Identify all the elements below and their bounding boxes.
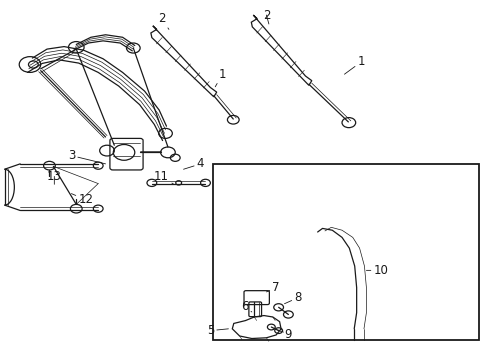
Text: 5: 5 — [206, 324, 228, 337]
Text: 13: 13 — [47, 170, 61, 184]
Bar — [212, 164, 478, 339]
Text: 3: 3 — [67, 149, 105, 164]
Text: 11: 11 — [154, 170, 173, 184]
Text: 2: 2 — [262, 9, 270, 24]
Text: 10: 10 — [366, 264, 387, 277]
Text: 1: 1 — [215, 68, 226, 87]
Text: 8: 8 — [284, 291, 301, 304]
Text: 6: 6 — [240, 300, 251, 313]
Text: 4: 4 — [183, 157, 204, 170]
Text: 1: 1 — [344, 55, 365, 74]
Text: 7: 7 — [266, 281, 279, 294]
Text: 9: 9 — [277, 328, 291, 341]
Text: 2: 2 — [158, 12, 168, 30]
Text: 12: 12 — [71, 193, 93, 206]
